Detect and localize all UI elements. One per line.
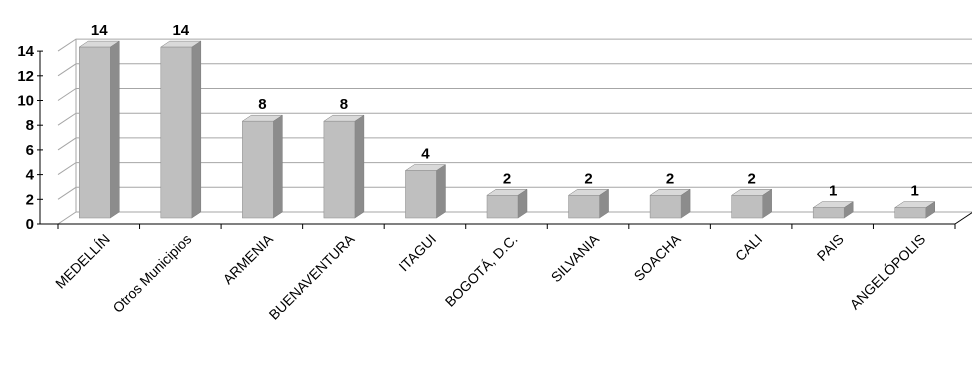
bar-front <box>405 170 437 219</box>
bar <box>893 201 936 219</box>
y-tick-label: 14 <box>17 43 34 60</box>
category-label: BUENAVENTURA <box>266 230 358 322</box>
y-axis-ticks: 0 2 4 6 8 10 12 14 <box>17 43 43 233</box>
y-tick-label: 6 <box>26 142 34 159</box>
y-tick-label: 2 <box>26 191 34 208</box>
y-tick-label: 10 <box>17 93 34 110</box>
category-label: MEDELLÍN <box>52 231 113 292</box>
bar <box>78 40 121 219</box>
bar-front <box>323 120 356 219</box>
floor-right-edge <box>954 212 972 225</box>
category-label: PAIS <box>814 231 847 264</box>
bar-front <box>160 46 193 219</box>
category-label: CALI <box>732 231 765 264</box>
category-label: Otros Municipios <box>109 231 194 316</box>
bar <box>730 188 773 219</box>
bar-front <box>568 195 600 219</box>
data-label: 4 <box>421 146 430 163</box>
bar-front <box>894 207 926 219</box>
data-label: 14 <box>172 22 189 39</box>
data-label: 8 <box>340 96 348 113</box>
bar-front <box>486 195 519 219</box>
category-label: ITAGUI <box>395 231 439 275</box>
bar-side <box>354 114 365 219</box>
bar-front <box>649 195 682 219</box>
bar-front <box>731 195 763 219</box>
axes <box>39 39 972 229</box>
bar <box>241 114 284 219</box>
bar-side <box>273 114 283 219</box>
bar <box>812 201 855 219</box>
bar-front <box>79 46 111 219</box>
bar <box>159 40 202 219</box>
data-label: 2 <box>747 170 755 187</box>
bar <box>323 114 365 219</box>
category-label: SILVANIA <box>548 230 603 285</box>
bar-side <box>191 40 202 219</box>
bars <box>78 40 936 219</box>
bar <box>649 188 691 219</box>
bar <box>567 188 610 219</box>
data-label: 8 <box>258 96 266 113</box>
data-label: 1 <box>911 183 919 200</box>
data-label: 2 <box>666 170 674 187</box>
bar-side <box>436 164 446 219</box>
data-labels: 14 14 8 8 4 2 2 2 2 1 1 <box>91 22 919 200</box>
bar-side <box>110 40 120 219</box>
bar-front <box>812 207 845 219</box>
y-tick-label: 12 <box>17 68 34 85</box>
bar-front <box>242 120 274 219</box>
bar <box>404 164 447 219</box>
category-label: ARMENIA <box>220 230 277 287</box>
data-label: 1 <box>829 183 837 200</box>
data-label: 14 <box>91 22 108 39</box>
y-tick-label: 0 <box>26 216 34 233</box>
category-label: ANGELÓPOLIS <box>847 231 929 313</box>
category-label: BOGOTÁ, D.C. <box>442 231 521 310</box>
bar <box>486 188 528 219</box>
data-label: 2 <box>503 170 511 187</box>
y-tick-label: 8 <box>26 117 34 134</box>
category-label: SOACHA <box>631 230 685 284</box>
y-tick-label: 4 <box>26 167 35 184</box>
data-label: 2 <box>584 170 592 187</box>
